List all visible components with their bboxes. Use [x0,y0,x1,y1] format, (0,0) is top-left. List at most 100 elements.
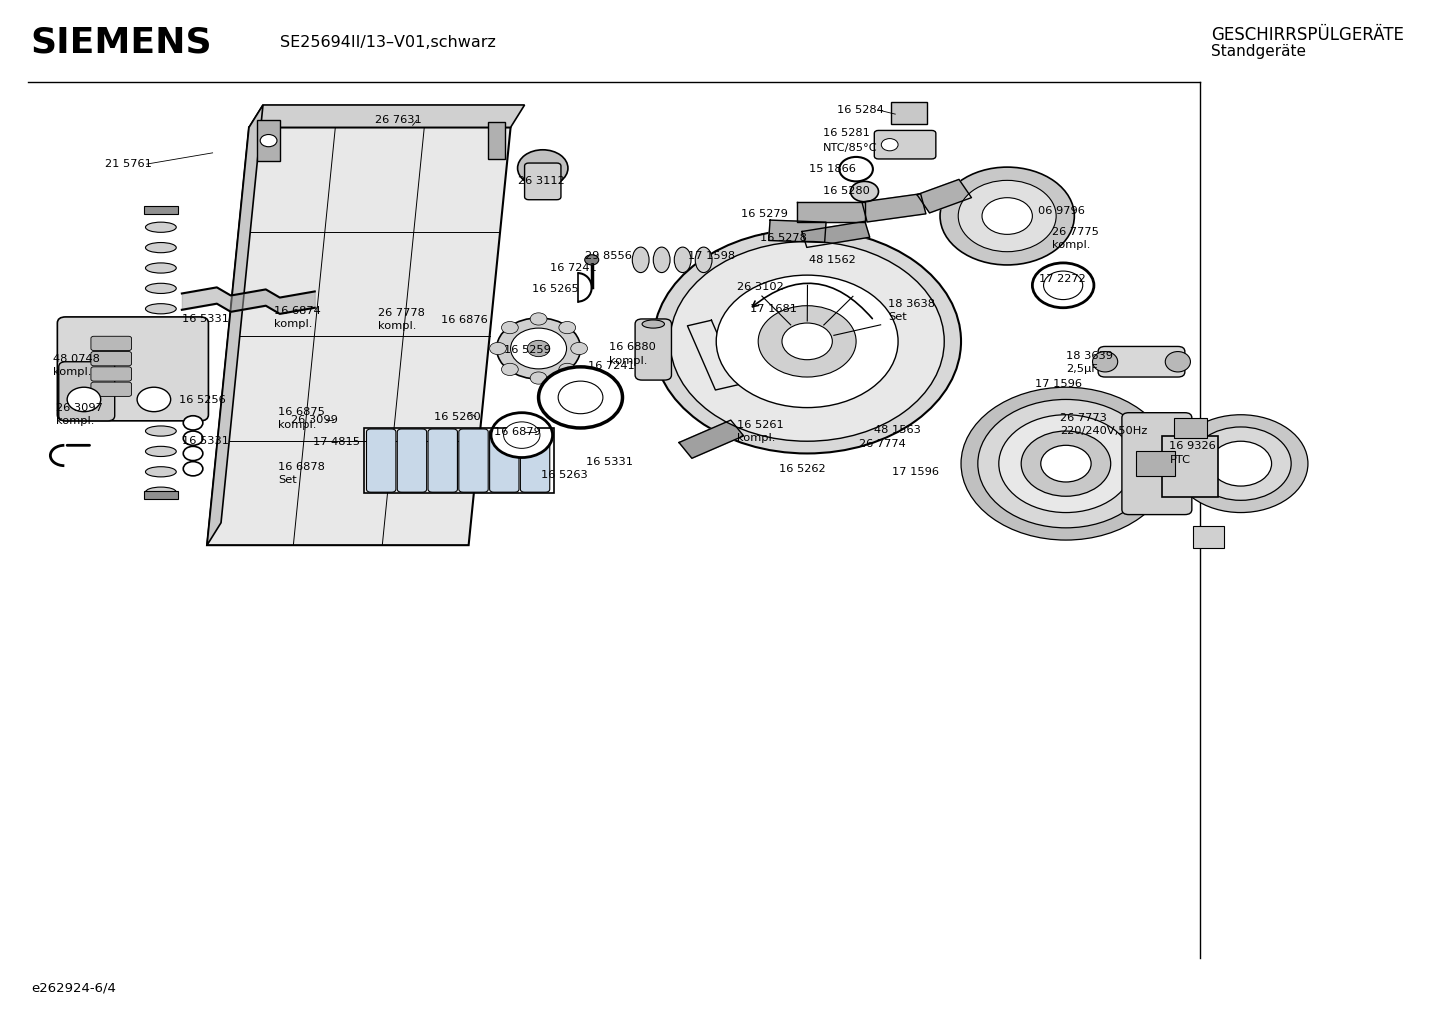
Text: 16 6879: 16 6879 [493,427,541,437]
Circle shape [510,328,567,369]
Text: 16 5284: 16 5284 [836,105,884,115]
Ellipse shape [146,467,176,477]
Text: kompl.: kompl. [609,356,647,366]
Text: 16 5259: 16 5259 [503,344,551,355]
Text: 16 5281: 16 5281 [822,128,870,139]
Text: 16 5280: 16 5280 [822,185,870,196]
FancyBboxPatch shape [91,367,131,381]
Ellipse shape [146,406,176,416]
Text: PTC: PTC [1169,454,1191,465]
Text: 16 5279: 16 5279 [741,209,789,219]
Circle shape [68,387,101,412]
Text: 48 0748: 48 0748 [53,354,99,364]
Text: kompl.: kompl. [56,416,94,426]
Text: 06 9796: 06 9796 [1038,206,1084,216]
Circle shape [518,150,568,186]
Text: 16 5331: 16 5331 [182,314,229,324]
Circle shape [571,342,587,355]
FancyBboxPatch shape [634,319,672,380]
Ellipse shape [1165,352,1191,372]
Ellipse shape [146,304,176,314]
Ellipse shape [146,283,176,293]
Circle shape [758,306,857,377]
Circle shape [1044,271,1083,300]
Text: kompl.: kompl. [378,321,417,331]
Text: 26 7778: 26 7778 [378,308,424,318]
Polygon shape [208,127,510,545]
Circle shape [503,422,539,448]
FancyBboxPatch shape [1136,451,1175,476]
Text: 16 5331: 16 5331 [182,436,229,446]
Text: 17 1681: 17 1681 [750,304,797,314]
Text: 16 6874: 16 6874 [274,306,322,316]
Circle shape [653,229,960,453]
Text: SIEMENS: SIEMENS [30,25,212,60]
Circle shape [492,413,552,458]
Text: 26 7631: 26 7631 [375,115,421,125]
FancyBboxPatch shape [257,120,280,161]
Circle shape [999,415,1133,513]
Circle shape [881,139,898,151]
Ellipse shape [146,222,176,232]
Text: 2,5μF: 2,5μF [1066,364,1097,374]
FancyBboxPatch shape [1174,418,1207,438]
Text: Standgeräte: Standgeräte [1211,45,1306,59]
Circle shape [982,198,1032,234]
Text: 26 3112: 26 3112 [518,176,564,186]
Text: 26 7774: 26 7774 [859,439,906,449]
Polygon shape [688,320,740,390]
FancyBboxPatch shape [144,206,177,214]
Text: 16 6880: 16 6880 [609,342,655,353]
Circle shape [959,180,1056,252]
Text: 16 5262: 16 5262 [779,464,826,474]
Ellipse shape [653,248,671,273]
Text: Set: Set [278,475,297,485]
Text: SE25694II/13–V01,schwarz: SE25694II/13–V01,schwarz [280,36,496,50]
FancyBboxPatch shape [59,362,115,421]
Circle shape [496,318,581,379]
Circle shape [531,313,547,325]
Circle shape [1191,427,1291,500]
FancyBboxPatch shape [144,491,177,499]
Polygon shape [208,105,262,545]
Text: e262924‑6/4: e262924‑6/4 [30,982,115,995]
Circle shape [940,167,1074,265]
Text: kompl.: kompl. [1053,239,1090,250]
Ellipse shape [146,426,176,436]
Text: 15 1866: 15 1866 [809,164,855,174]
Text: 16 6876: 16 6876 [441,315,487,325]
Text: 17 1596: 17 1596 [893,467,940,477]
Text: 220/240V,50Hz: 220/240V,50Hz [1060,426,1148,436]
Circle shape [183,446,203,461]
Ellipse shape [146,365,176,375]
Text: Set: Set [888,312,907,322]
Text: 29 8556: 29 8556 [584,251,632,261]
Polygon shape [249,105,525,127]
FancyBboxPatch shape [428,429,457,492]
Circle shape [559,321,575,333]
FancyBboxPatch shape [1122,413,1193,515]
Text: 16 5263: 16 5263 [541,470,588,480]
Circle shape [1032,263,1094,308]
FancyBboxPatch shape [398,429,427,492]
Ellipse shape [146,487,176,497]
Text: 16 6878: 16 6878 [278,462,326,472]
Text: 17 1596: 17 1596 [1035,379,1082,389]
Text: kompl.: kompl. [278,420,317,430]
Circle shape [1041,445,1092,482]
Circle shape [559,364,575,376]
Circle shape [1174,415,1308,513]
FancyBboxPatch shape [366,429,397,492]
Circle shape [671,242,945,441]
FancyBboxPatch shape [91,352,131,366]
Circle shape [839,157,872,181]
FancyBboxPatch shape [521,429,549,492]
Circle shape [851,181,878,202]
FancyBboxPatch shape [1162,436,1218,497]
FancyBboxPatch shape [525,163,561,200]
Ellipse shape [642,320,665,328]
Text: kompl.: kompl. [274,319,313,329]
Text: 16 6875: 16 6875 [278,407,326,417]
Text: 21 5761: 21 5761 [105,159,151,169]
Ellipse shape [146,344,176,355]
